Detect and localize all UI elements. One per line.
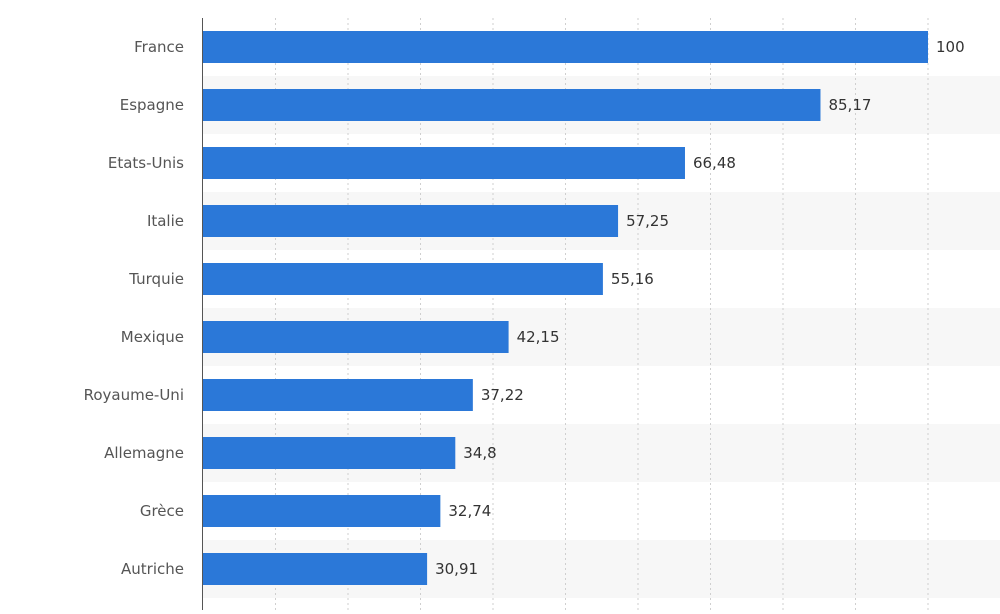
bar-grèce: [203, 495, 441, 527]
category-label: Etats-Unis: [108, 154, 184, 172]
bar-autriche: [203, 553, 428, 585]
bar-royaume-uni: [203, 379, 473, 411]
value-label: 85,17: [828, 96, 871, 114]
value-label: 66,48: [693, 154, 736, 172]
bar-turquie: [203, 263, 603, 295]
value-label: 100: [936, 38, 965, 56]
value-label: 37,22: [481, 386, 524, 404]
value-label: 42,15: [517, 328, 560, 346]
bar-espagne: [203, 89, 821, 121]
value-label: 32,74: [448, 502, 491, 520]
value-label: 30,91: [435, 560, 478, 578]
category-label: Allemagne: [104, 444, 184, 462]
category-label: Turquie: [128, 270, 184, 288]
value-label: 57,25: [626, 212, 669, 230]
category-label: Grèce: [140, 502, 184, 520]
value-label: 34,8: [463, 444, 496, 462]
category-label: Mexique: [121, 328, 184, 346]
bar-allemagne: [203, 437, 456, 469]
bar-etats-unis: [203, 147, 685, 179]
bar-italie: [203, 205, 619, 237]
category-label: Autriche: [121, 560, 184, 578]
category-label: Royaume-Uni: [84, 386, 184, 404]
bar-france: [203, 31, 928, 63]
category-label: France: [134, 38, 184, 56]
category-label: Espagne: [120, 96, 184, 114]
bar-mexique: [203, 321, 509, 353]
category-label: Italie: [147, 212, 184, 230]
value-label: 55,16: [611, 270, 654, 288]
